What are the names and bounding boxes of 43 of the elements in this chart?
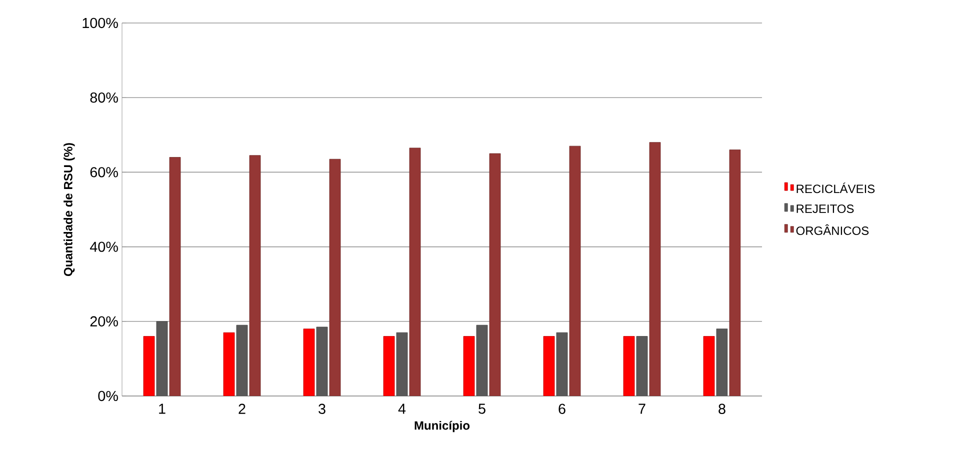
bar bbox=[169, 157, 181, 396]
x-tick-label: 7 bbox=[638, 404, 646, 414]
bar bbox=[636, 336, 648, 396]
x-tick-label: 1 bbox=[159, 404, 166, 414]
y-axis-title: Quantidade de RSU (%) bbox=[64, 143, 75, 276]
bar bbox=[729, 150, 741, 396]
x-tick-label: 8 bbox=[718, 404, 726, 414]
bar bbox=[623, 336, 635, 396]
x-tick-label: 5 bbox=[478, 404, 486, 414]
bar bbox=[476, 324, 488, 396]
bar bbox=[556, 332, 568, 396]
x-tick-label: 6 bbox=[558, 404, 566, 414]
legend-label: REJEITOS bbox=[796, 204, 854, 213]
bar bbox=[649, 142, 661, 396]
bar bbox=[236, 324, 248, 396]
bar bbox=[316, 326, 328, 396]
bar bbox=[329, 158, 341, 396]
bar bbox=[716, 328, 728, 396]
x-tick-label: 2 bbox=[238, 404, 246, 414]
bar bbox=[703, 336, 715, 396]
legend-label: RECICLÁVEIS bbox=[796, 182, 875, 194]
bar bbox=[383, 336, 395, 396]
x-axis-title: Município bbox=[414, 420, 470, 432]
y-tick-label: 60% bbox=[90, 167, 118, 178]
bar bbox=[489, 153, 501, 396]
bar bbox=[543, 336, 555, 396]
bar bbox=[303, 328, 315, 396]
bar bbox=[409, 148, 421, 396]
y-tick-label: 100% bbox=[82, 18, 118, 28]
y-tick-label: 20% bbox=[90, 316, 118, 326]
x-tick-label: 3 bbox=[318, 404, 326, 414]
y-tick-label: 0% bbox=[98, 390, 118, 402]
y-tick-label: 40% bbox=[90, 242, 118, 252]
bar bbox=[156, 321, 168, 396]
bar bbox=[396, 332, 408, 396]
x-tick-label: 4 bbox=[398, 404, 406, 414]
bar bbox=[143, 336, 155, 396]
bar bbox=[569, 146, 581, 396]
bar bbox=[249, 155, 261, 396]
bar bbox=[463, 336, 475, 396]
bar bbox=[223, 332, 235, 396]
legend-label: ORGÂNICOS bbox=[796, 224, 869, 235]
y-tick-label: 80% bbox=[90, 92, 118, 103]
